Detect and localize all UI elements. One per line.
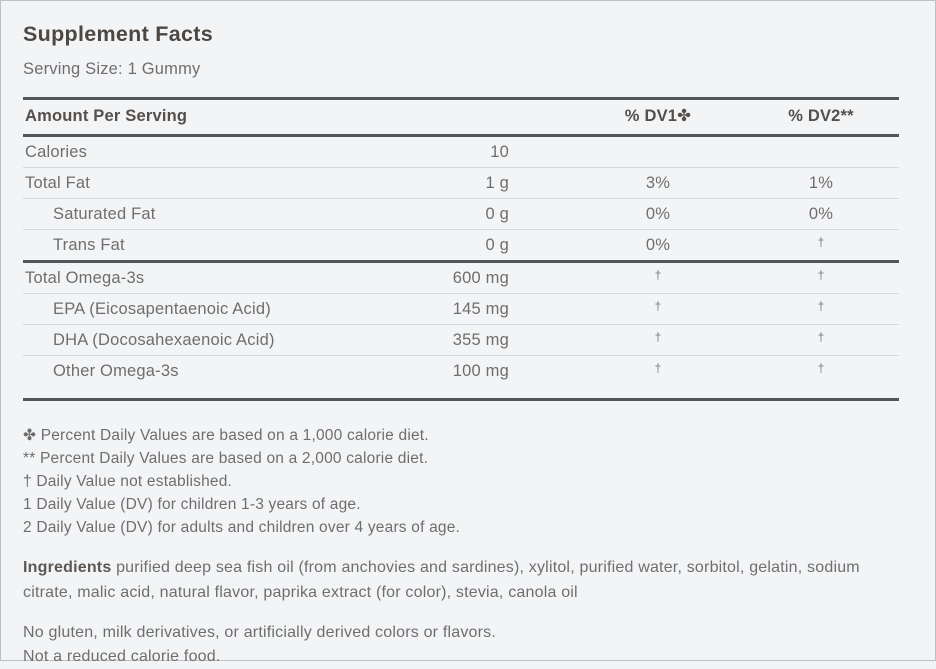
table-row-calories: Calories 10 — [23, 135, 899, 168]
nutrient-dv2: † — [743, 290, 899, 322]
col-header-dv1: % DV1✤ — [573, 98, 743, 137]
nutrient-dv2: 1% — [743, 167, 899, 199]
footnote-dv-adults: 2 Daily Value (DV) for adults and childr… — [23, 519, 461, 536]
nutrient-dv2: 0% — [743, 198, 899, 230]
nutrient-name: EPA (Eicosapentaenoic Acid) — [23, 293, 353, 325]
ingredients-text: purified deep sea fish oil (from anchovi… — [23, 559, 860, 601]
nutrient-amount: 600 mg — [353, 261, 573, 294]
nutrient-name: Calories — [23, 135, 353, 168]
nutrient-dv2: † — [743, 321, 899, 353]
serving-size: Serving Size: 1 Gummy — [23, 60, 201, 78]
nutrient-amount: 100 mg — [353, 355, 573, 401]
calorie-note: Not a reduced calorie food. — [23, 648, 221, 665]
nutrient-dv1: † — [573, 290, 743, 322]
nutrient-dv2: † — [743, 226, 899, 260]
nutrient-name: DHA (Docosahexaenoic Acid) — [23, 324, 353, 356]
nutrient-dv1: † — [573, 352, 743, 398]
footnotes-block: ✤ Percent Daily Values are based on a 1,… — [23, 424, 899, 539]
nutrient-dv1: † — [573, 258, 743, 291]
ingredients-paragraph: Ingredients purified deep sea fish oil (… — [23, 555, 895, 605]
nutrient-amount: 10 — [353, 135, 573, 168]
table-row-other-omega-3s: Other Omega-3s 100 mg † † — [23, 352, 899, 401]
table-row-saturated-fat: Saturated Fat 0 g 0% 0% — [23, 198, 899, 230]
table-row-total-omega-3s: Total Omega-3s 600 mg † † — [23, 258, 899, 294]
nutrient-name: Saturated Fat — [23, 198, 353, 230]
nutrient-amount: 355 mg — [353, 324, 573, 356]
footnote-dv-children: 1 Daily Value (DV) for children 1-3 year… — [23, 496, 361, 513]
table-header-row: Amount Per Serving % DV1✤ % DV2** — [23, 98, 899, 137]
allergen-note: No gluten, milk derivatives, or artifici… — [23, 624, 497, 641]
supplement-facts-table: Amount Per Serving % DV1✤ % DV2** Calori… — [23, 97, 899, 401]
nutrient-dv2: † — [743, 258, 899, 291]
table-row-trans-fat: Trans Fat 0 g 0% † — [23, 226, 899, 263]
nutrient-amount: 0 g — [353, 229, 573, 263]
nutrient-dv1: 0% — [573, 198, 743, 230]
nutrient-dv1: 0% — [573, 229, 743, 263]
nutrient-name: Trans Fat — [23, 229, 353, 263]
col-header-dv2: % DV2** — [743, 98, 899, 137]
nutrient-amount: 145 mg — [353, 293, 573, 325]
nutrient-dv1: † — [573, 321, 743, 353]
nutrient-amount: 1 g — [353, 167, 573, 199]
nutrient-amount: 0 g — [353, 198, 573, 230]
footnote-dv2: ** Percent Daily Values are based on a 2… — [23, 450, 429, 467]
col-header-amount-per-serving: Amount Per Serving — [23, 98, 353, 137]
nutrient-dv1 — [573, 135, 743, 168]
col-header-amount-value — [353, 98, 573, 137]
footnote-dv1: ✤ Percent Daily Values are based on a 1,… — [23, 427, 429, 444]
nutrient-name: Total Omega-3s — [23, 261, 353, 294]
nutrient-dv2 — [743, 135, 899, 168]
footnote-dagger: † Daily Value not established. — [23, 473, 233, 490]
table-row-total-fat: Total Fat 1 g 3% 1% — [23, 167, 899, 199]
table-row-dha: DHA (Docosahexaenoic Acid) 355 mg † † — [23, 321, 899, 356]
nutrient-name: Other Omega-3s — [23, 355, 353, 401]
nutrient-dv2: † — [743, 352, 899, 398]
nutrient-dv1: 3% — [573, 167, 743, 199]
nutrient-name: Total Fat — [23, 167, 353, 199]
table-row-epa: EPA (Eicosapentaenoic Acid) 145 mg † † — [23, 290, 899, 325]
ingredients-label: Ingredients — [23, 559, 112, 576]
page-title: Supplement Facts — [23, 22, 213, 46]
